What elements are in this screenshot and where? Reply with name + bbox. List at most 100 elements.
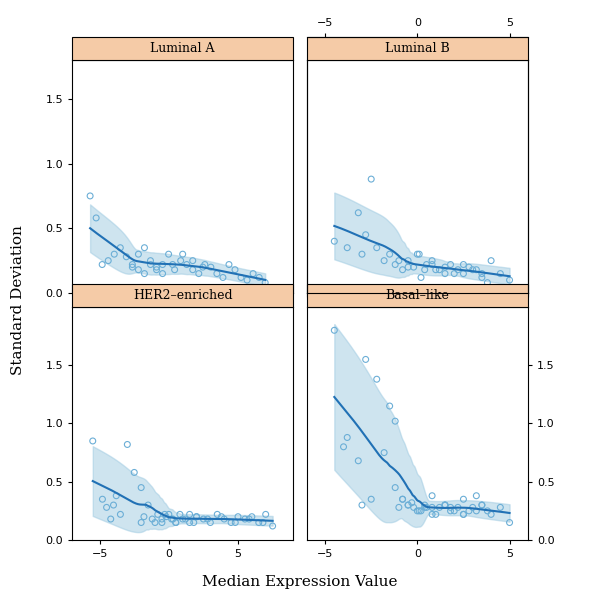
Point: [357, 250, 367, 259]
Point: [160, 509, 169, 519]
Point: [458, 509, 468, 519]
Point: [192, 512, 202, 521]
Point: [391, 483, 400, 493]
Point: [434, 265, 444, 275]
Point: [168, 514, 178, 524]
Point: [379, 448, 389, 457]
Point: [385, 401, 394, 411]
Point: [128, 262, 137, 272]
Point: [146, 260, 155, 269]
Point: [176, 256, 185, 265]
Point: [379, 256, 389, 265]
Point: [458, 260, 468, 269]
Point: [427, 260, 437, 269]
Point: [254, 272, 264, 282]
Point: [224, 260, 234, 269]
Point: [468, 265, 478, 275]
Point: [178, 514, 187, 524]
Point: [164, 250, 173, 259]
Point: [185, 509, 194, 519]
Point: [148, 514, 157, 524]
Point: [161, 512, 171, 521]
Point: [505, 275, 514, 285]
Point: [128, 260, 137, 269]
Point: [446, 506, 455, 515]
Point: [468, 503, 478, 512]
Point: [130, 467, 139, 477]
Point: [188, 256, 197, 265]
Point: [409, 503, 418, 512]
Point: [236, 272, 246, 282]
Point: [226, 518, 236, 527]
Text: Luminal B: Luminal B: [385, 42, 449, 55]
Point: [394, 503, 404, 512]
Point: [158, 269, 167, 278]
Point: [391, 416, 400, 426]
Point: [403, 262, 413, 272]
Point: [242, 275, 252, 285]
Point: [367, 494, 376, 504]
Point: [477, 272, 487, 282]
Point: [372, 374, 382, 384]
Point: [343, 243, 352, 253]
Point: [407, 498, 416, 508]
Point: [171, 518, 181, 527]
Point: [453, 265, 463, 275]
Point: [416, 506, 426, 515]
Point: [427, 509, 437, 519]
Point: [91, 213, 101, 223]
Point: [420, 265, 430, 275]
Point: [464, 262, 474, 272]
Point: [97, 260, 107, 269]
Point: [258, 518, 268, 527]
Point: [158, 260, 167, 269]
Point: [403, 500, 413, 510]
Point: [472, 265, 481, 275]
Point: [420, 500, 430, 510]
Point: [88, 436, 98, 446]
Point: [98, 494, 107, 504]
FancyBboxPatch shape: [307, 284, 528, 307]
Point: [367, 174, 376, 184]
Point: [385, 250, 394, 259]
Point: [416, 272, 426, 282]
Point: [206, 262, 215, 272]
FancyBboxPatch shape: [307, 37, 528, 60]
Point: [398, 265, 407, 275]
Point: [361, 230, 370, 239]
Point: [487, 256, 496, 265]
Point: [233, 512, 243, 521]
Point: [254, 518, 263, 527]
Point: [268, 521, 277, 531]
Point: [220, 514, 229, 524]
Point: [413, 250, 422, 259]
Point: [261, 509, 271, 519]
Point: [140, 269, 149, 278]
Point: [477, 269, 487, 278]
Point: [496, 269, 505, 278]
Point: [164, 509, 173, 519]
Point: [109, 500, 118, 510]
Point: [171, 518, 181, 527]
Point: [415, 506, 424, 515]
Point: [477, 500, 487, 510]
Point: [458, 509, 468, 519]
Point: [247, 512, 257, 521]
Point: [244, 514, 254, 524]
Point: [440, 262, 450, 272]
Point: [206, 518, 215, 527]
Point: [440, 500, 450, 510]
Point: [353, 456, 363, 466]
Text: HER2–enriched: HER2–enriched: [133, 289, 232, 302]
Text: Median Expression Value: Median Expression Value: [202, 575, 398, 589]
Point: [458, 269, 468, 278]
Point: [198, 262, 208, 272]
Point: [199, 514, 208, 524]
Point: [146, 256, 155, 265]
FancyBboxPatch shape: [72, 37, 293, 60]
Point: [140, 243, 149, 253]
Point: [188, 265, 197, 275]
Point: [431, 265, 440, 275]
Point: [152, 262, 161, 272]
Point: [440, 269, 450, 278]
